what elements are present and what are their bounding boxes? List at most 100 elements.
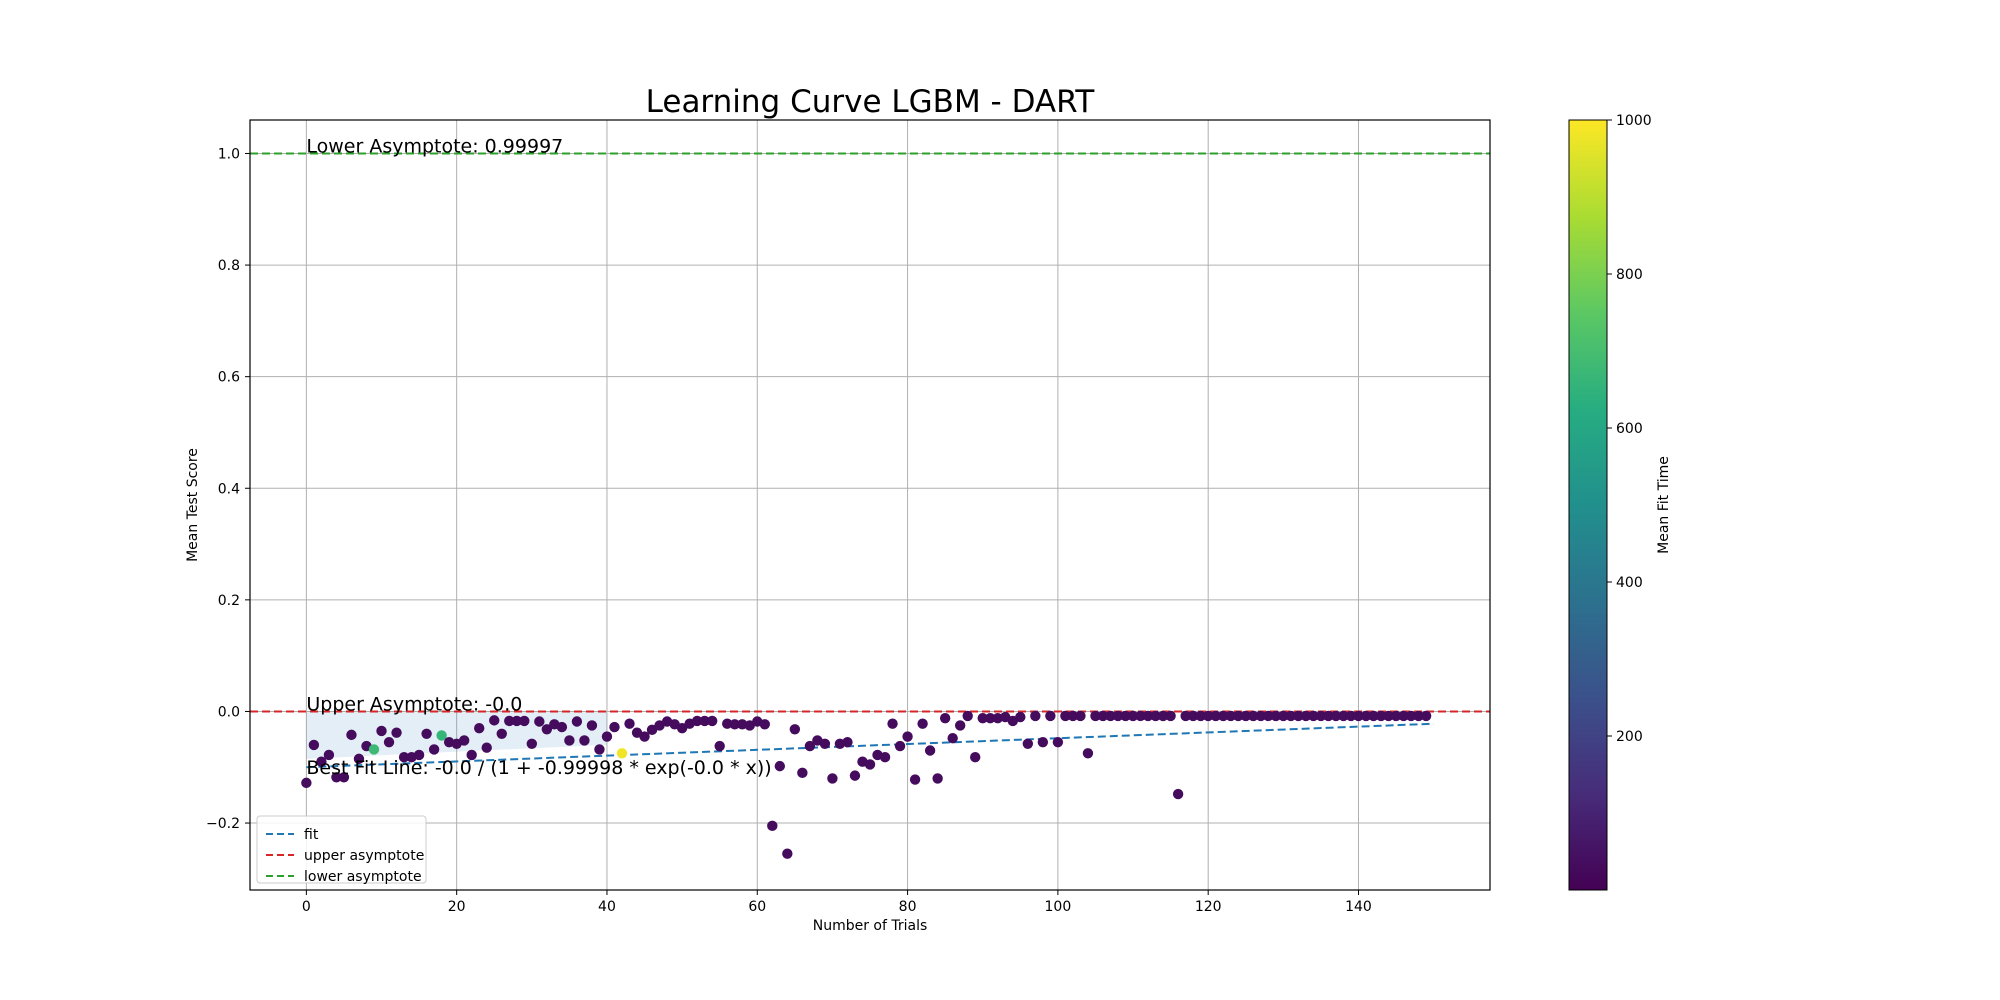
scatter-point (368, 744, 380, 755)
colorbar-tick-label: 600 (1616, 421, 1643, 437)
scatter-point (609, 721, 620, 733)
scatter-point (1398, 710, 1409, 722)
scatter-point (308, 739, 320, 751)
scatter-point (804, 740, 816, 752)
scatter-point (474, 722, 485, 734)
scatter-point (1338, 710, 1349, 722)
scatter-point (962, 710, 973, 722)
scatter-point (864, 759, 876, 770)
scatter-point (398, 752, 410, 763)
scatter-point (1278, 710, 1289, 722)
scatter-point (1300, 710, 1312, 722)
scatter-point (1375, 710, 1387, 722)
scatter-point (1187, 710, 1199, 722)
colorbar-tick-label: 1000 (1616, 113, 1652, 129)
scatter-point (1075, 710, 1086, 722)
scatter-points (301, 710, 1432, 859)
scatter-point (1142, 710, 1154, 722)
scatter-point (924, 745, 936, 756)
colorbar-ticks: 200 400 600 800 1000 (1607, 113, 1652, 745)
scatter-point (1270, 710, 1282, 722)
scatter-point (1165, 710, 1176, 722)
scatter-point (1135, 710, 1146, 722)
scatter-point (1195, 710, 1206, 722)
scatter-point (541, 724, 553, 735)
scatter-point (1383, 710, 1394, 722)
y-tick-label: 0.6 (218, 370, 240, 386)
fit-line-group (306, 722, 1434, 769)
y-tick-label: 0.8 (218, 258, 240, 274)
scatter-point (849, 770, 861, 781)
scatter-point (1293, 710, 1304, 722)
scatter-point (797, 767, 808, 779)
scatter-point (1353, 710, 1364, 722)
scatter-point (1413, 710, 1424, 722)
scatter-point (985, 712, 996, 724)
scatter-point (1360, 710, 1372, 722)
scatter-point (1345, 710, 1357, 722)
scatter-point (1097, 710, 1109, 722)
scatter-point (1225, 710, 1236, 722)
y-tick-label: 0.0 (218, 704, 240, 720)
scatter-point (706, 715, 718, 727)
y-tick-label: 1.0 (218, 146, 240, 162)
scatter-point (316, 756, 327, 767)
colorbar-gradient (1568, 119, 1608, 891)
scatter-point (571, 716, 583, 727)
scatter-point (722, 718, 733, 729)
colorbar-tick-label: 800 (1616, 267, 1643, 283)
scatter-point (466, 749, 477, 761)
scatter-point (331, 772, 342, 783)
y-axis-ticks: −0.2 0.0 0.2 0.4 0.6 0.8 1.0 (206, 146, 250, 832)
scatter-point (1390, 710, 1402, 722)
scatter-point (421, 728, 432, 739)
y-tick-label: −0.2 (206, 816, 240, 832)
scatter-point (917, 718, 928, 729)
legend: fit upper asymptote lower asymptote (256, 815, 427, 885)
scatter-point (601, 731, 613, 742)
lower-asymptote-annotation: Lower Asymptote: 0.99997 (306, 135, 563, 157)
colorbar: 200 400 600 800 1000 Mean Fit Time (1568, 113, 1672, 891)
scatter-point (1045, 710, 1056, 722)
scatter-point (1210, 710, 1221, 722)
x-tick-label: 40 (598, 899, 616, 915)
scatter-point (699, 715, 710, 727)
x-axis-ticks: 0 20 40 60 80 100 120 140 (302, 890, 1372, 915)
scatter-point (1420, 710, 1432, 722)
scatter-point (481, 742, 492, 753)
scatter-point (887, 718, 898, 729)
scatter-point (1090, 710, 1101, 722)
x-tick-label: 0 (302, 899, 311, 915)
scatter-point (1037, 736, 1049, 748)
scatter-point (909, 774, 921, 785)
scatter-point (458, 735, 470, 746)
scatter-point (519, 715, 530, 727)
colorbar-tick-label: 400 (1616, 575, 1643, 591)
scatter-point (1120, 710, 1131, 722)
scatter-point (676, 722, 688, 734)
scatter-point (902, 731, 913, 742)
scatter-point (301, 777, 312, 789)
scatter-point (526, 738, 538, 750)
scatter-point (729, 719, 740, 730)
scatter-point (1112, 710, 1124, 722)
scatter-point (789, 724, 801, 735)
fit-line (306, 722, 1434, 769)
scatter-point (556, 721, 568, 733)
scatter-point (1067, 710, 1079, 722)
scatter-point (594, 744, 605, 755)
legend-label: fit (304, 827, 319, 843)
scatter-point (1285, 710, 1297, 722)
scatter-point (646, 724, 658, 736)
scatter-point (1022, 738, 1034, 750)
scatter-point (436, 730, 447, 741)
colorbar-label: Mean Fit Time (1656, 456, 1672, 554)
scatter-point (767, 820, 778, 832)
legend-label: upper asymptote (304, 848, 424, 864)
scatter-point (428, 744, 440, 755)
scatter-point (970, 752, 981, 763)
scatter-point (782, 848, 793, 859)
scatter-point (842, 736, 853, 748)
scatter-point (1060, 710, 1071, 722)
